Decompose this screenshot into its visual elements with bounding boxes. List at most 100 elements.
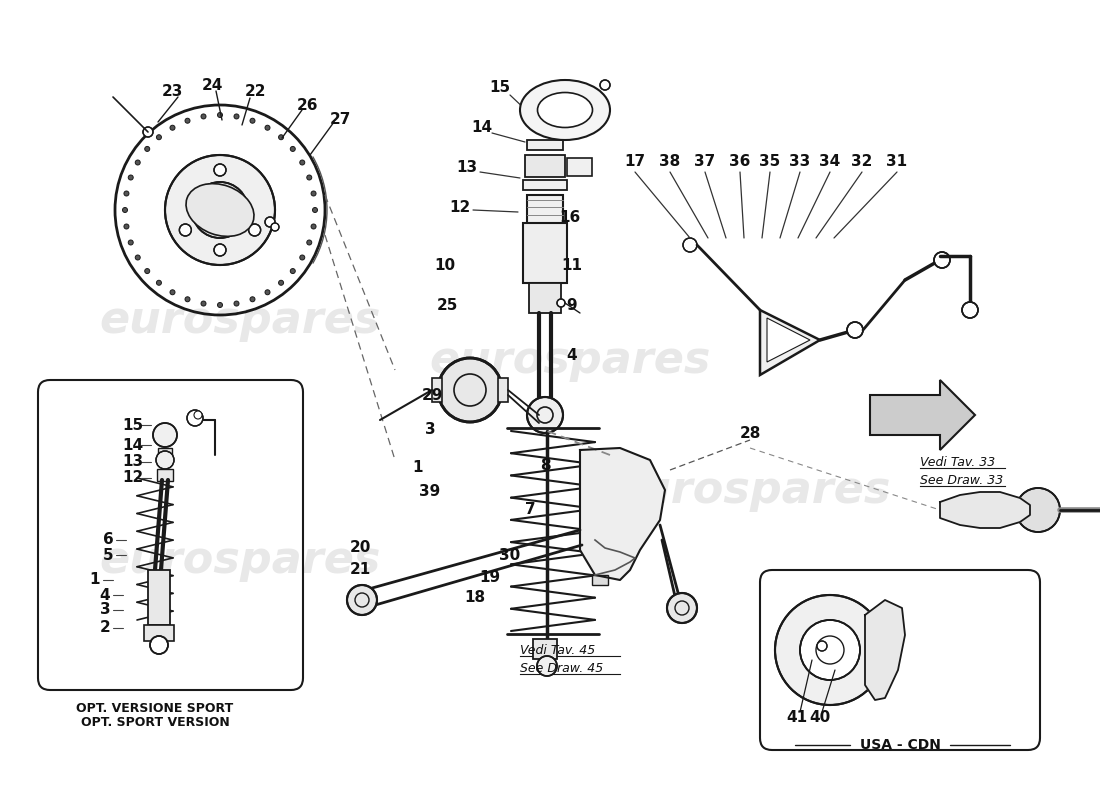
Polygon shape (940, 492, 1030, 528)
Text: 27: 27 (329, 113, 351, 127)
Circle shape (234, 114, 239, 119)
Circle shape (192, 182, 248, 238)
Bar (432, 378, 442, 402)
Text: 15: 15 (122, 418, 144, 433)
Circle shape (156, 280, 162, 286)
Circle shape (187, 410, 204, 426)
Text: 26: 26 (297, 98, 319, 113)
Text: OPT. VERSIONE SPORT: OPT. VERSIONE SPORT (76, 702, 233, 714)
Text: 20: 20 (350, 541, 371, 555)
Text: 30: 30 (499, 547, 520, 562)
Circle shape (170, 290, 175, 294)
Circle shape (218, 113, 222, 118)
Text: 41: 41 (786, 710, 807, 726)
Text: eurospares: eurospares (99, 538, 381, 582)
Polygon shape (760, 310, 820, 375)
Circle shape (201, 301, 206, 306)
Circle shape (150, 636, 168, 654)
Circle shape (828, 695, 832, 699)
Circle shape (683, 238, 697, 252)
Polygon shape (865, 600, 905, 700)
Circle shape (312, 207, 318, 213)
Text: 6: 6 (102, 533, 113, 547)
Text: 11: 11 (561, 258, 583, 273)
Text: 13: 13 (122, 454, 144, 470)
Circle shape (869, 671, 872, 675)
Circle shape (143, 127, 153, 137)
Text: 16: 16 (560, 210, 581, 226)
Circle shape (129, 175, 133, 180)
Circle shape (816, 694, 820, 698)
Text: 2: 2 (100, 621, 110, 635)
Polygon shape (767, 318, 810, 362)
Circle shape (265, 290, 269, 294)
Circle shape (124, 191, 129, 196)
Bar (527, 195, 563, 225)
Circle shape (135, 255, 140, 260)
Circle shape (527, 397, 563, 433)
Circle shape (873, 660, 878, 664)
Circle shape (201, 114, 206, 119)
Circle shape (307, 175, 311, 180)
Ellipse shape (186, 184, 254, 236)
Text: Vedi Tav. 33: Vedi Tav. 33 (920, 455, 996, 469)
Circle shape (874, 648, 879, 652)
Circle shape (861, 682, 866, 686)
Bar (144, 625, 174, 641)
Text: 21: 21 (350, 562, 371, 578)
Text: 35: 35 (759, 154, 781, 170)
Text: 14: 14 (122, 438, 144, 453)
Text: 23: 23 (162, 85, 183, 99)
Bar (592, 575, 608, 585)
Circle shape (250, 118, 255, 123)
Circle shape (851, 689, 856, 693)
Text: 40: 40 (810, 710, 830, 726)
Text: 17: 17 (625, 154, 646, 170)
Text: eurospares: eurospares (429, 338, 711, 382)
Circle shape (782, 636, 786, 640)
Circle shape (557, 299, 565, 307)
Polygon shape (580, 448, 666, 580)
Circle shape (828, 601, 832, 605)
Text: 14: 14 (472, 121, 493, 135)
Circle shape (346, 585, 377, 615)
Circle shape (788, 671, 791, 675)
Text: USA - CDN: USA - CDN (859, 738, 940, 752)
Circle shape (250, 297, 255, 302)
Circle shape (311, 191, 316, 196)
Text: 18: 18 (464, 590, 485, 606)
Text: 7: 7 (525, 502, 536, 518)
Ellipse shape (520, 80, 610, 140)
Circle shape (800, 620, 860, 680)
Text: eurospares: eurospares (99, 298, 381, 342)
Bar (522, 180, 566, 190)
Text: 25: 25 (437, 298, 458, 313)
Text: 22: 22 (244, 85, 266, 99)
Circle shape (804, 607, 808, 611)
Text: 12: 12 (450, 201, 471, 215)
Circle shape (194, 411, 202, 419)
Circle shape (600, 80, 610, 90)
Circle shape (278, 280, 284, 286)
Circle shape (124, 224, 129, 229)
Text: 38: 38 (659, 154, 681, 170)
Circle shape (816, 602, 820, 606)
Circle shape (840, 602, 844, 606)
Circle shape (847, 322, 864, 338)
Text: 29: 29 (421, 387, 442, 402)
Bar (529, 283, 561, 313)
Text: 28: 28 (739, 426, 761, 442)
Text: 19: 19 (480, 570, 501, 586)
Circle shape (145, 146, 150, 151)
Text: eurospares: eurospares (609, 469, 891, 511)
Circle shape (290, 269, 295, 274)
Circle shape (873, 636, 878, 640)
Circle shape (185, 297, 190, 302)
Text: 31: 31 (887, 154, 907, 170)
Text: 24: 24 (201, 78, 222, 93)
Circle shape (135, 160, 140, 165)
Circle shape (170, 126, 175, 130)
Circle shape (278, 134, 284, 140)
Circle shape (311, 224, 316, 229)
Circle shape (153, 423, 177, 447)
